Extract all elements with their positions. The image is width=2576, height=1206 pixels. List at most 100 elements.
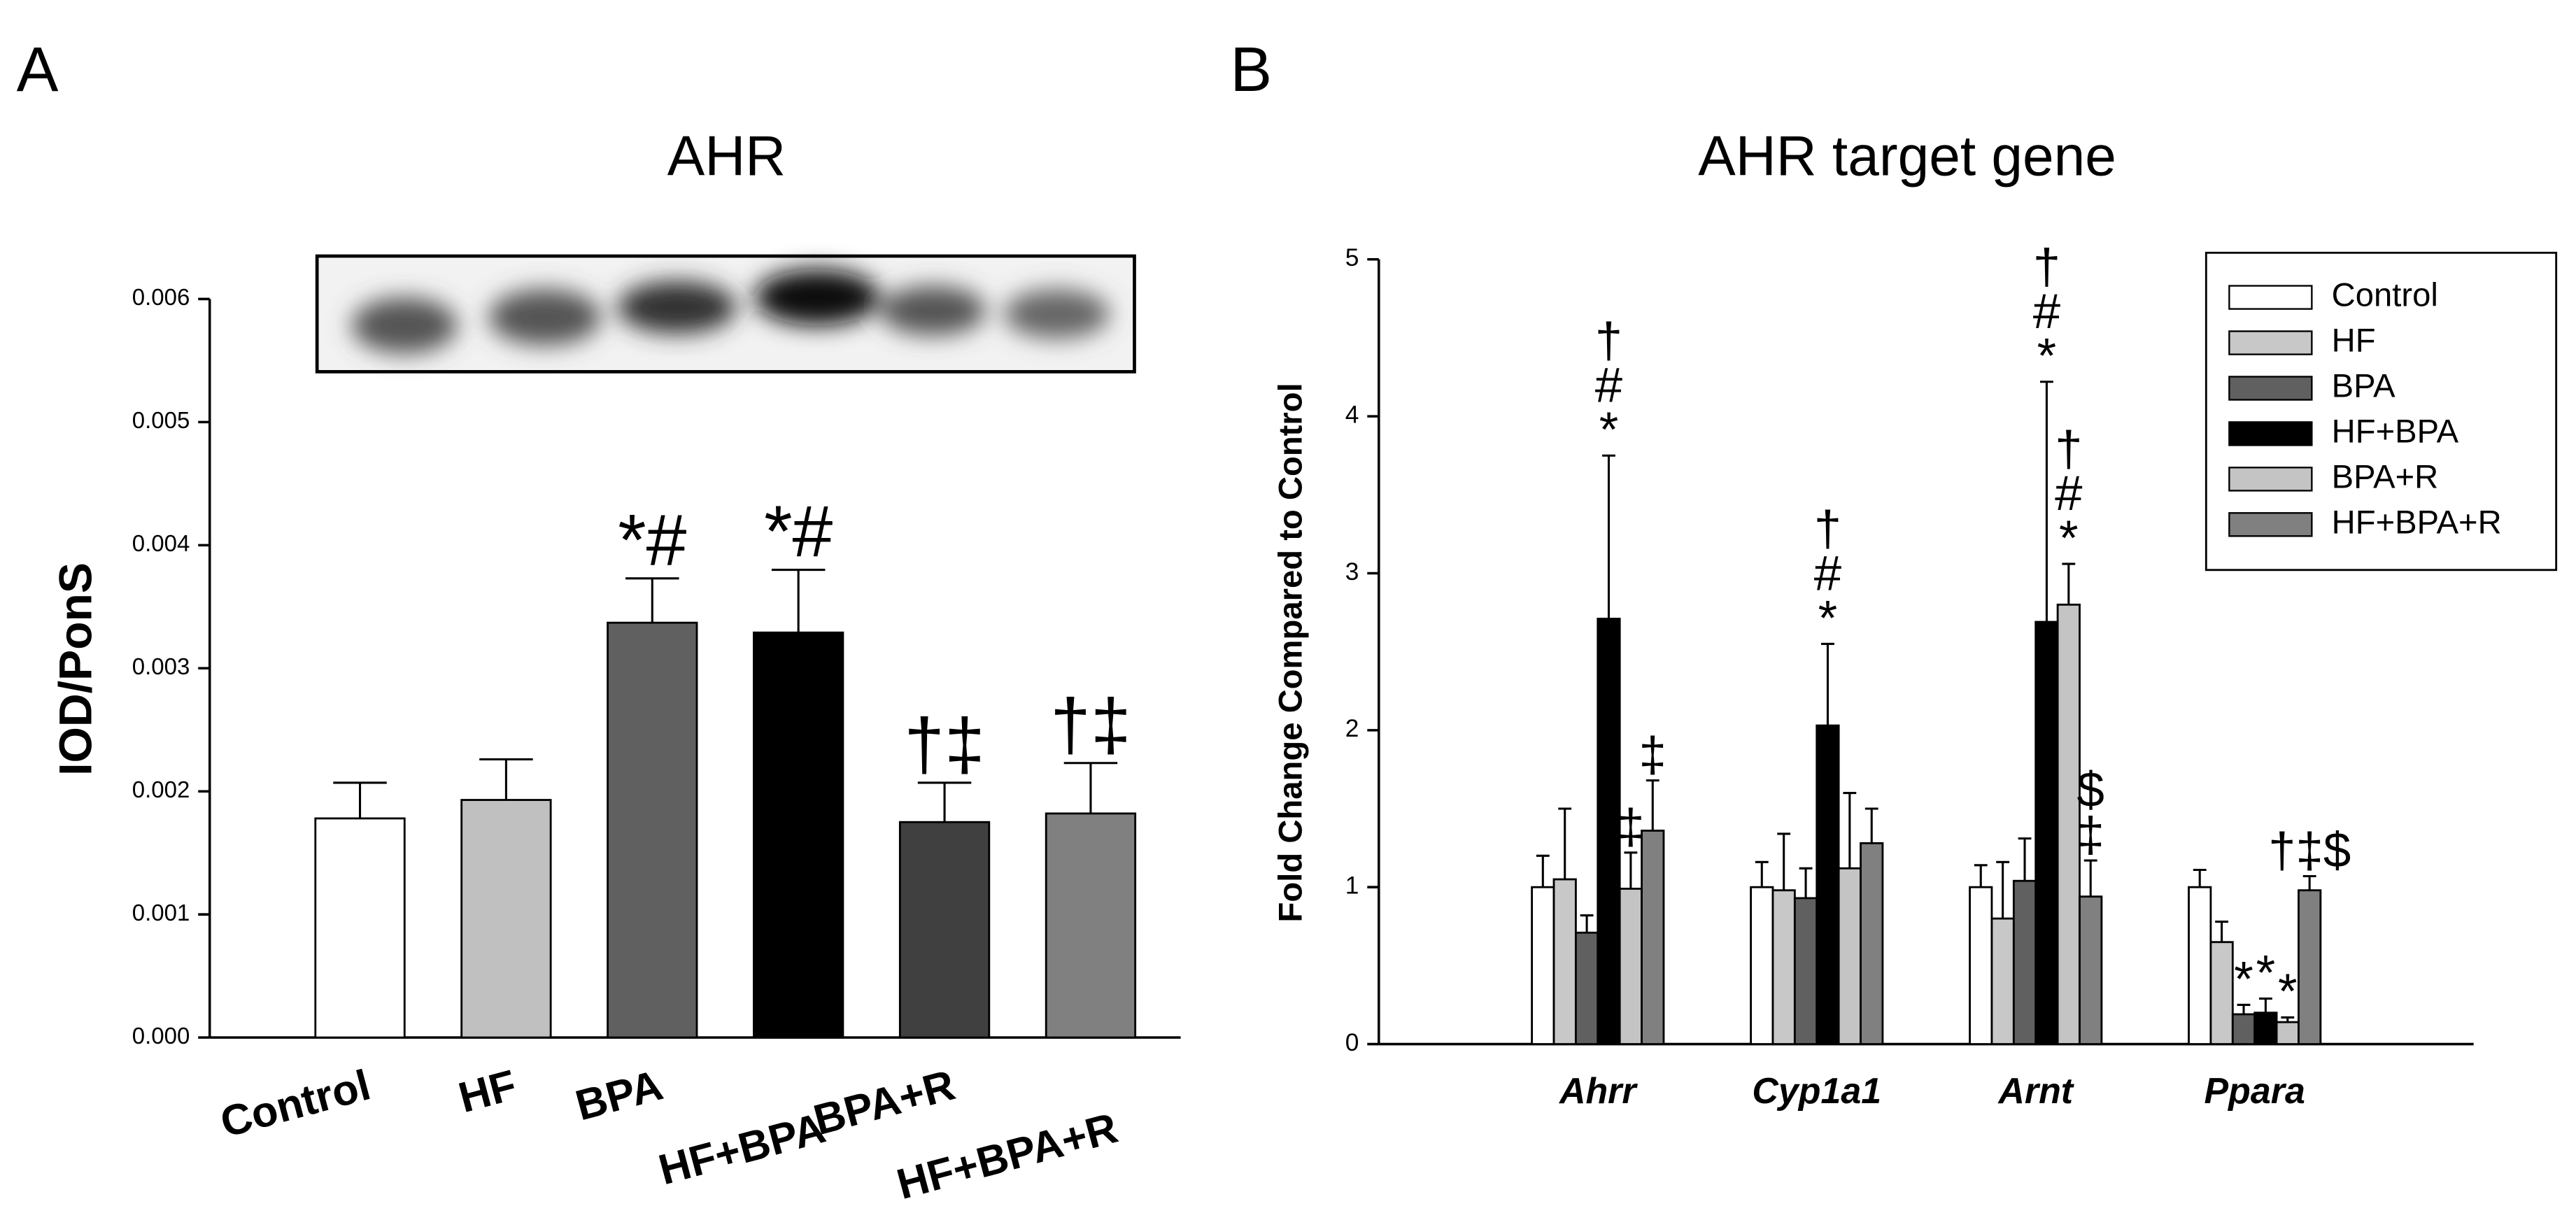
- y-tick-label: 0.003: [132, 654, 190, 680]
- significance-label: *: [1599, 402, 1619, 457]
- bar: [314, 817, 406, 1039]
- significance-label: #: [2033, 284, 2061, 339]
- significance-label: #: [2055, 466, 2083, 521]
- bar: [898, 821, 991, 1039]
- error-bar: [1624, 851, 1638, 889]
- y-tick-label: 0.002: [132, 777, 190, 803]
- significance-label: †‡: [1050, 684, 1131, 765]
- y-tick-label: 3: [1345, 558, 1359, 586]
- bar: [607, 621, 698, 1039]
- legend-label: HF: [2332, 322, 2376, 360]
- legend-label: Control: [2332, 277, 2438, 314]
- error-bar: [1799, 867, 1813, 898]
- x-tick-label: Cyp1a1: [1752, 1071, 1881, 1112]
- error-bar: [2193, 868, 2207, 888]
- legend-label: HF+BPA+R: [2332, 504, 2502, 541]
- legend-label: BPA: [2332, 367, 2395, 404]
- legend-label: HF+BPA: [2332, 413, 2459, 450]
- error-bar: [2302, 874, 2316, 891]
- significance-label: ‡: [1639, 727, 1666, 782]
- significance-label: *#: [764, 491, 833, 572]
- error-bar: [1580, 914, 1594, 933]
- error-bar: [1821, 642, 1834, 726]
- error-bar: [1755, 860, 1769, 888]
- chart-title: AHR: [667, 125, 786, 187]
- significance-label: †‡: [904, 704, 985, 786]
- y-tick-label: 2: [1345, 714, 1359, 742]
- x-tick-label: BPA+R: [809, 1060, 960, 1144]
- significance-label: ‡: [1617, 800, 1644, 855]
- y-tick-label: 0.005: [132, 408, 190, 434]
- significance-label: †: [1814, 502, 1841, 557]
- legend-swatch: [2228, 376, 2313, 401]
- chart-title: AHR target gene: [1698, 125, 2116, 187]
- bar: [2209, 941, 2234, 1045]
- error-bar: [1536, 854, 1550, 888]
- error-bar: [917, 781, 972, 823]
- significance-label: *#: [618, 500, 686, 581]
- panel-label: A: [17, 35, 59, 105]
- error-bar: [2083, 859, 2097, 897]
- significance-label: †: [1595, 313, 1622, 369]
- significance-label: *: [2037, 329, 2057, 384]
- x-tick-label: HF+BPA+R: [892, 1104, 1123, 1206]
- y-tick-label: 0.000: [132, 1023, 190, 1049]
- bar: [1793, 897, 1818, 1045]
- x-tick-label: Ahrr: [1558, 1071, 1638, 1112]
- bar: [2253, 1012, 2278, 1045]
- legend-label: BPA+R: [2332, 458, 2439, 495]
- legend-swatch: [2228, 421, 2313, 446]
- significance-label: †: [2033, 239, 2060, 295]
- significance-label: *: [2256, 945, 2276, 1000]
- bar: [460, 799, 552, 1039]
- error-bar: [2258, 997, 2272, 1013]
- error-bar: [1602, 454, 1615, 619]
- significance-label: †: [2055, 421, 2082, 476]
- y-tick-label: 0: [1345, 1028, 1359, 1056]
- error-bar: [2040, 381, 2053, 623]
- error-bar: [1864, 807, 1878, 844]
- western-blot: [315, 254, 1136, 374]
- error-bar: [479, 758, 533, 800]
- significance-label: †‡$: [2268, 823, 2351, 878]
- bar: [1750, 886, 1774, 1045]
- bar: [1045, 812, 1137, 1039]
- y-tick-label: 4: [1345, 400, 1359, 428]
- error-bar: [1974, 864, 1988, 888]
- bar: [1816, 724, 1840, 1045]
- error-bar: [1646, 779, 1659, 831]
- y-tick-label: 0.001: [132, 900, 190, 926]
- bar: [1618, 888, 1643, 1045]
- bar: [1860, 842, 1884, 1045]
- bar: [2034, 620, 2059, 1045]
- bar: [2275, 1021, 2300, 1045]
- significance-label: *: [2059, 511, 2079, 566]
- x-tick-label: BPA: [571, 1060, 668, 1130]
- x-tick-label: HF: [454, 1060, 522, 1122]
- error-bar: [1558, 807, 1572, 879]
- bar: [2079, 895, 2103, 1045]
- error-bar: [2062, 562, 2076, 605]
- error-bar: [2215, 921, 2229, 942]
- bar: [1641, 830, 1665, 1045]
- error-bar: [1996, 860, 2010, 919]
- y-tick-label: 0.004: [132, 531, 190, 557]
- significance-label: *: [1818, 590, 1838, 646]
- significance-label: *: [2278, 964, 2298, 1019]
- bar: [2298, 889, 2322, 1045]
- error-bar: [771, 568, 826, 633]
- significance-label: #: [1814, 546, 1842, 601]
- y-tick-label: 1: [1345, 872, 1359, 900]
- y-tick-label: 5: [1345, 243, 1359, 271]
- error-bar: [1777, 832, 1791, 891]
- legend-swatch: [2228, 285, 2313, 310]
- error-bar: [625, 577, 679, 623]
- x-tick-label: HF+BPA: [654, 1104, 830, 1194]
- bar: [1969, 886, 1993, 1045]
- bar: [2231, 1013, 2256, 1045]
- y-axis-label: Fold Change Compared to Control: [1273, 383, 1310, 922]
- bar: [753, 631, 844, 1039]
- error-bar: [2281, 1016, 2295, 1023]
